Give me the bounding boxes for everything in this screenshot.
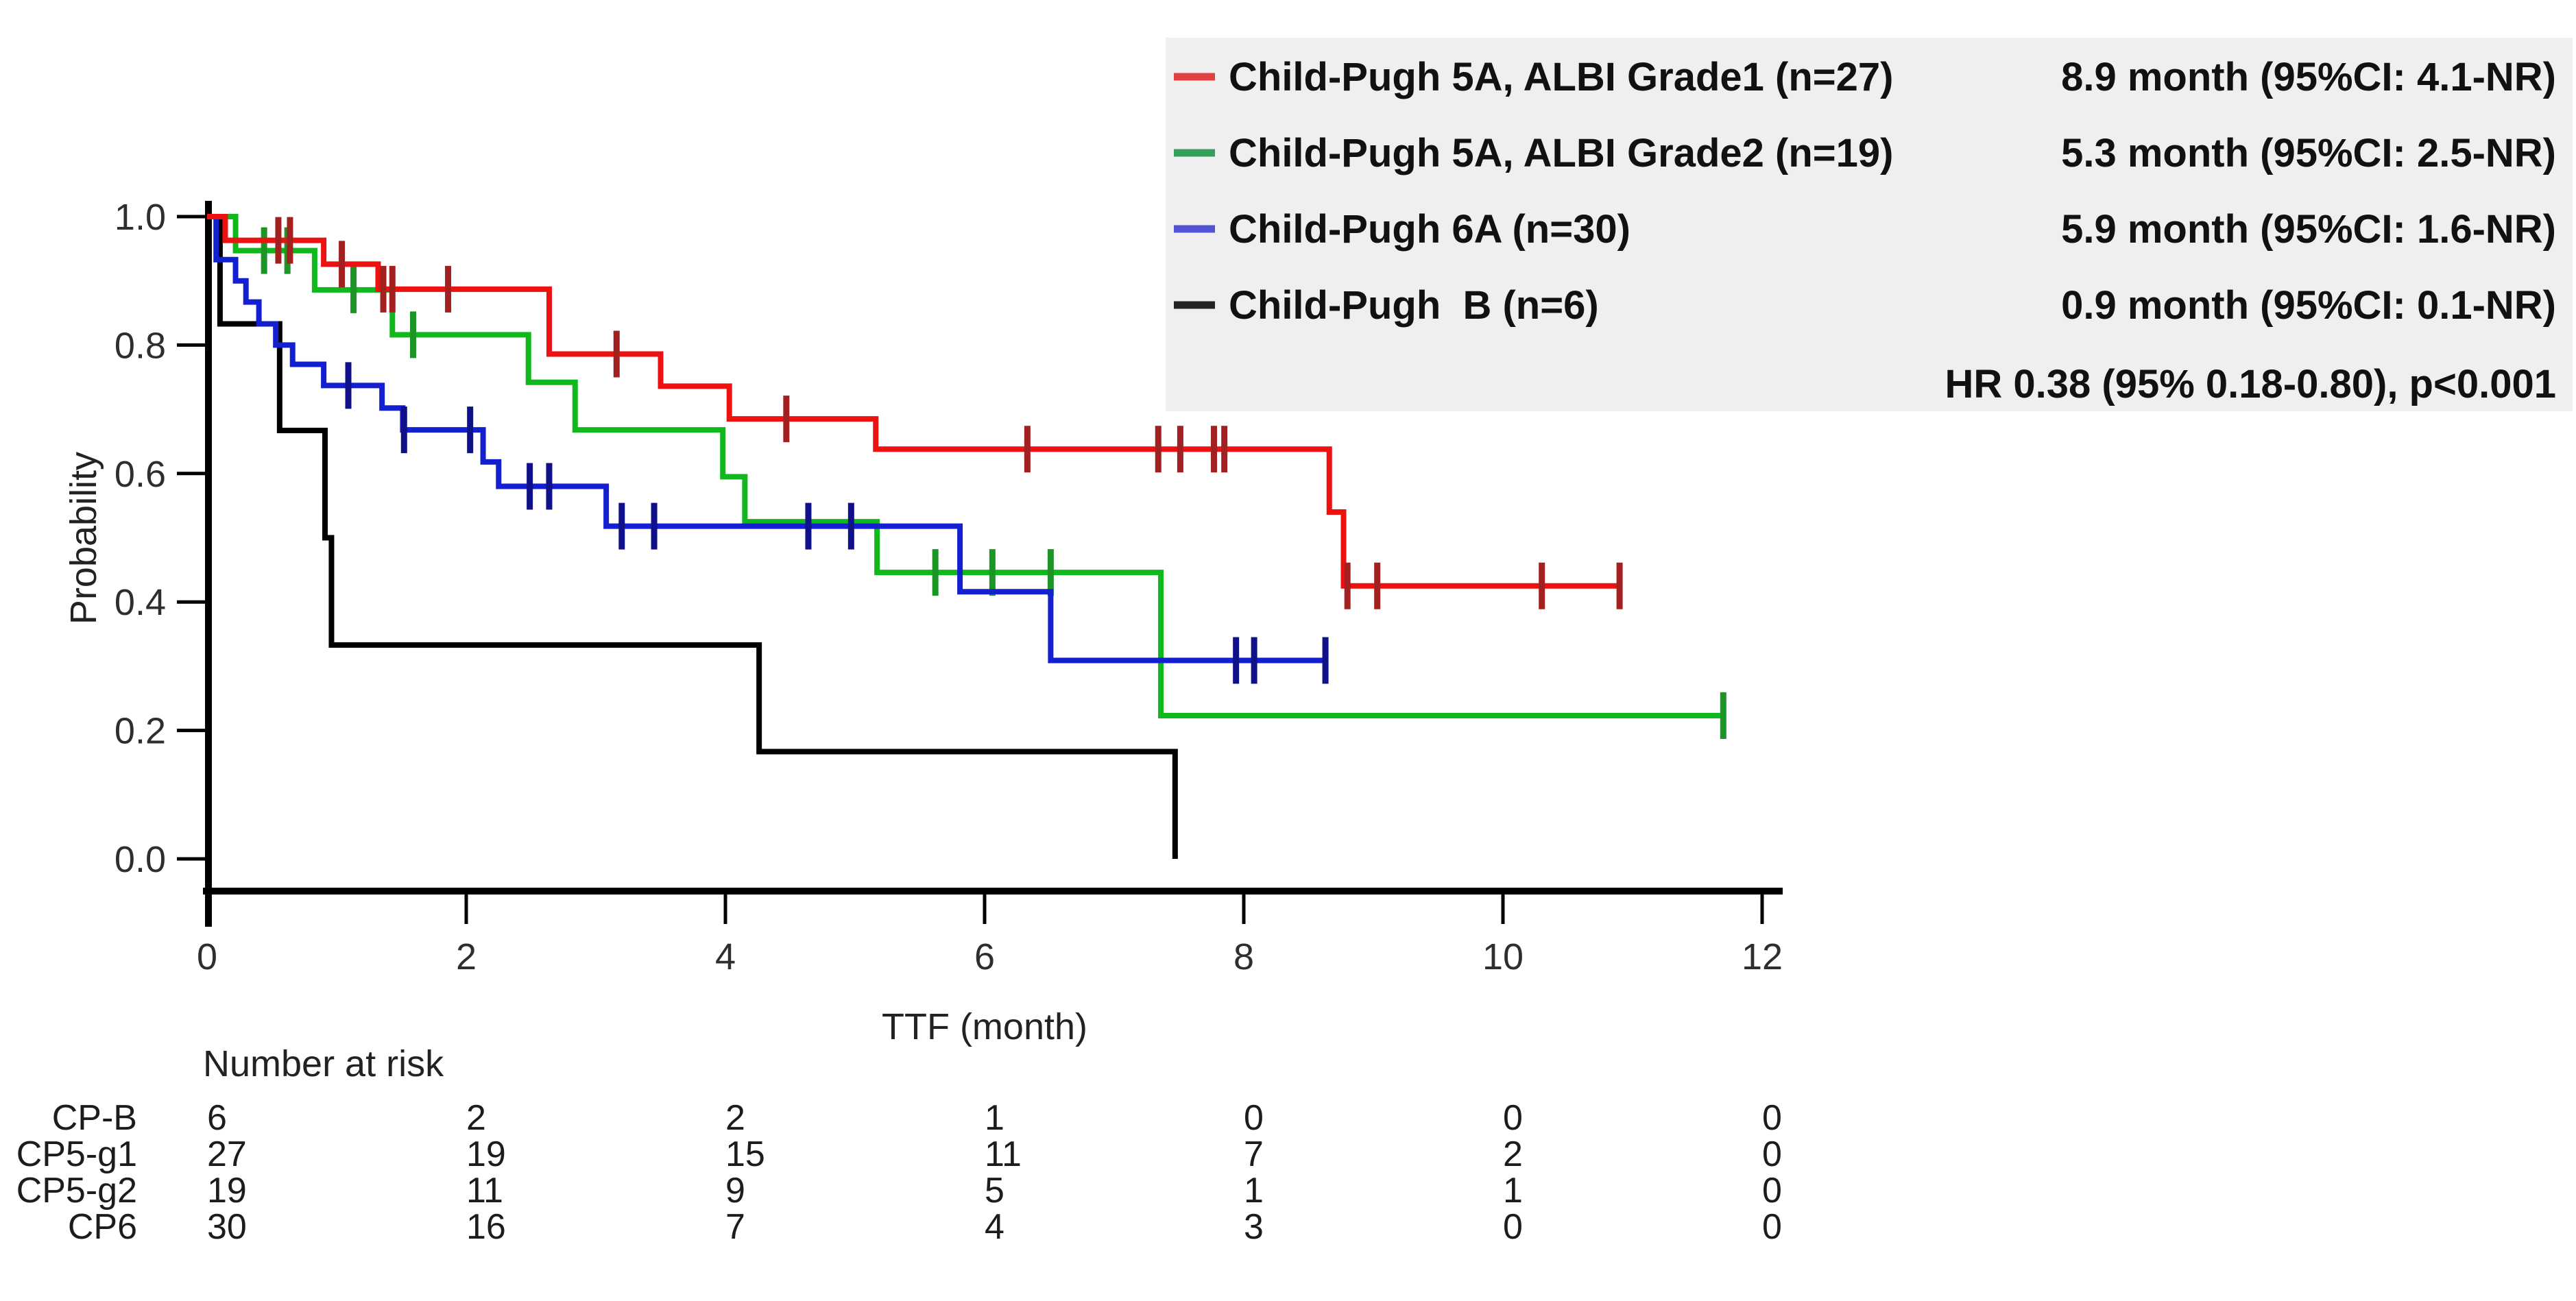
x-tick-label: 2 <box>456 936 477 977</box>
x-axis-title: TTF (month) <box>882 1006 1087 1047</box>
risk-value: 6 <box>207 1098 227 1138</box>
legend-series-label: Child-Pugh 5A, ALBI Grade1 (n=27) <box>1229 55 1893 99</box>
risk-value: 7 <box>725 1207 745 1247</box>
y-tick-label: 0.0 <box>115 839 166 880</box>
risk-value: 0 <box>1762 1207 1782 1247</box>
risk-value: 0 <box>1503 1098 1523 1138</box>
risk-row-label: CP5-g1 <box>16 1134 137 1174</box>
legend-median-stat: 5.3 month (95%CI: 2.5-NR) <box>2061 131 2556 175</box>
curve-cp5-g1 <box>207 214 1620 589</box>
curve-cp-b <box>207 214 1178 859</box>
risk-table-header: Number at risk <box>203 1043 444 1084</box>
curve-cp5-g2 <box>207 214 1724 719</box>
legend-series-label: Child-Pugh 6A (n=30) <box>1229 207 1630 252</box>
y-tick-label: 0.4 <box>115 582 166 623</box>
risk-value: 0 <box>1762 1098 1782 1138</box>
risk-value: 5 <box>985 1171 1004 1211</box>
hazard-ratio-note: HR 0.38 (95% 0.18-0.80), p<0.001 <box>1945 362 2556 406</box>
legend-item: Child-Pugh B (n=6) 0.9 month (95%CI: 0.1-… <box>1174 283 2556 328</box>
y-tick-label: 0.2 <box>115 711 166 752</box>
x-tick-label: 0 <box>197 936 217 977</box>
legend-item: Child-Pugh 5A, ALBI Grade1 (n=27) 8.9 mon… <box>1174 55 2556 99</box>
y-tick-label: 1.0 <box>115 197 166 238</box>
legend-series-label: Child-Pugh B (n=6) <box>1229 283 1599 328</box>
x-tick-label: 6 <box>974 936 995 977</box>
legend-item: Child-Pugh 5A, ALBI Grade2 (n=19) 5.3 mon… <box>1174 131 2556 175</box>
risk-value: 0 <box>1762 1171 1782 1211</box>
legend-median-stat: 5.9 month (95%CI: 1.6-NR) <box>2061 207 2556 252</box>
y-tick-label: 0.8 <box>115 325 166 366</box>
risk-value: 1 <box>1244 1171 1264 1211</box>
risk-value: 9 <box>725 1171 745 1211</box>
survival-curves <box>207 214 1726 859</box>
legend-median-stat: 0.9 month (95%CI: 0.1-NR) <box>2061 283 2556 328</box>
risk-value: 27 <box>207 1134 247 1174</box>
legend-box <box>1166 38 2573 411</box>
x-tick-label: 10 <box>1482 936 1524 977</box>
risk-value: 3 <box>1244 1207 1264 1247</box>
risk-value: 0 <box>1762 1134 1782 1174</box>
risk-row: CP5-g2 19 11 9 5 1 1 0 <box>16 1171 1782 1211</box>
risk-row-label: CP-B <box>52 1098 137 1138</box>
legend-series-label: Child-Pugh 5A, ALBI Grade2 (n=19) <box>1229 131 1893 175</box>
y-tick-label: 0.6 <box>115 454 166 495</box>
x-tick-label: 4 <box>715 936 736 977</box>
risk-row: CP5-g1 27 19 15 11 7 2 0 <box>16 1134 1782 1174</box>
legend-item: Child-Pugh 6A (n=30) 5.9 month (95%CI: 1.… <box>1174 207 2556 252</box>
risk-value: 11 <box>985 1134 1022 1174</box>
risk-value: 2 <box>725 1098 745 1138</box>
curve-cp6 <box>207 214 1326 664</box>
x-tick-label: 12 <box>1742 936 1783 977</box>
risk-value: 2 <box>1503 1134 1523 1174</box>
legend: Child-Pugh 5A, ALBI Grade1 (n=27) 8.9 mon… <box>1174 55 2556 328</box>
risk-value: 19 <box>466 1134 506 1174</box>
legend-median-stat: 8.9 month (95%CI: 4.1-NR) <box>2061 55 2556 99</box>
risk-value: 1 <box>985 1098 1004 1138</box>
x-tick-label: 8 <box>1233 936 1254 977</box>
risk-row: CP-B 6 2 2 1 0 0 0 <box>52 1098 1782 1138</box>
risk-value: 0 <box>1244 1098 1264 1138</box>
risk-value: 7 <box>1244 1134 1264 1174</box>
risk-value: 15 <box>725 1134 765 1174</box>
risk-value: 11 <box>466 1171 503 1211</box>
risk-value: 19 <box>207 1171 247 1211</box>
y-axis-title: Probability <box>63 452 104 624</box>
risk-value: 30 <box>207 1207 247 1247</box>
risk-row-label: CP5-g2 <box>16 1171 137 1211</box>
risk-row-label: CP6 <box>68 1207 137 1247</box>
risk-value: 0 <box>1503 1207 1523 1247</box>
risk-value: 1 <box>1503 1171 1523 1211</box>
risk-row: CP6 30 16 7 4 3 0 0 <box>68 1207 1782 1247</box>
axes: 0 2 4 6 8 10 12 0.0 0.2 0.4 0.6 0.8 1.0 <box>115 197 1783 977</box>
risk-value: 2 <box>466 1098 486 1138</box>
risk-value: 16 <box>466 1207 506 1247</box>
risk-value: 4 <box>985 1207 1004 1247</box>
